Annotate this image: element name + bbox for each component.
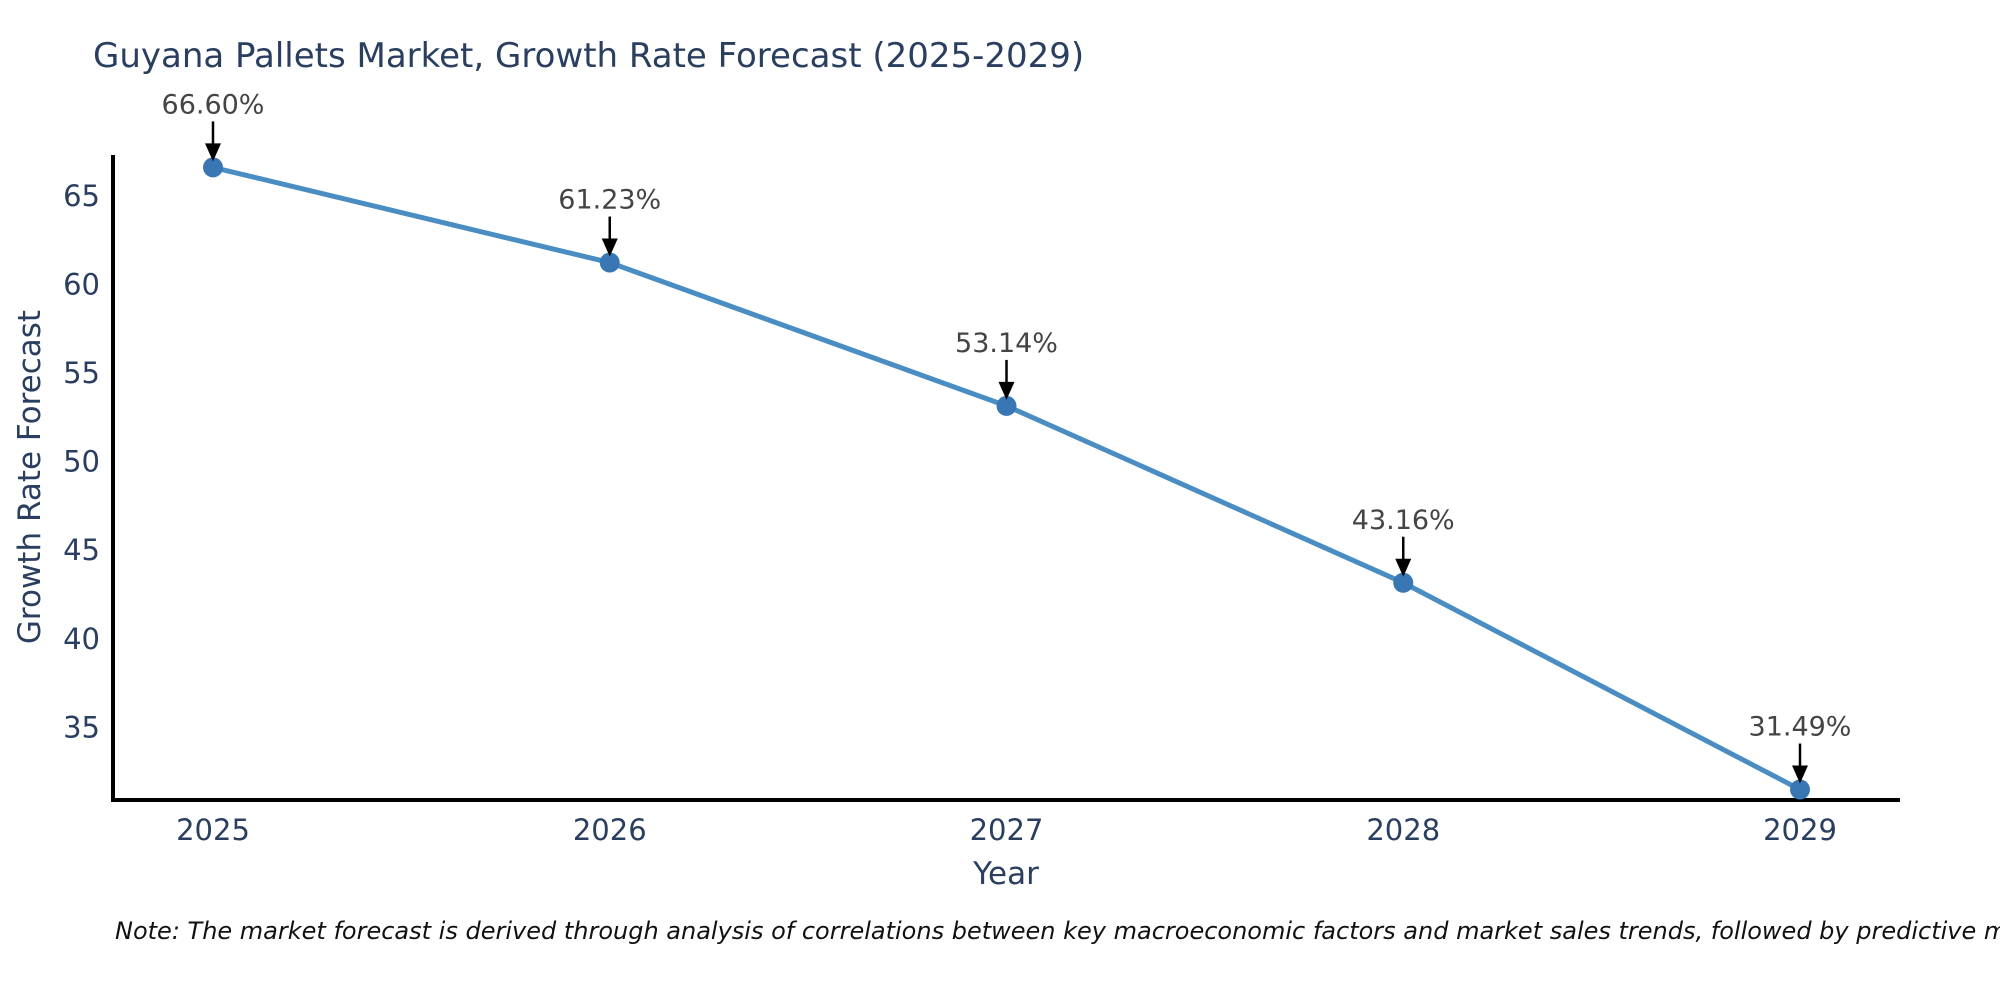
- data-point-label: 66.60%: [162, 89, 265, 120]
- annotation-arrowhead-icon: [998, 381, 1015, 400]
- trend-line: [210, 164, 1803, 793]
- x-tick-label: 2029: [1763, 813, 1837, 847]
- data-point[interactable]: [996, 395, 1017, 416]
- data-point-label: 31.49%: [1749, 712, 1852, 743]
- annotation-arrowhead-icon: [205, 143, 221, 162]
- data-point[interactable]: [1393, 572, 1414, 593]
- footnote: Note: The market forecast is derived thr…: [115, 917, 2000, 945]
- x-tick-label: 2027: [970, 813, 1044, 847]
- chart-title: Guyana Pallets Market, Growth Rate Forec…: [93, 36, 1085, 76]
- data-point[interactable]: [203, 157, 223, 178]
- x-tick-label: 2025: [176, 813, 250, 847]
- data-point[interactable]: [599, 252, 620, 273]
- data-point[interactable]: [1790, 779, 1810, 800]
- annotation-arrowhead-icon: [601, 238, 618, 257]
- data-point-label: 61.23%: [558, 185, 661, 216]
- y-tick-label: 50: [63, 445, 100, 479]
- y-tick-label: 65: [63, 179, 100, 213]
- annotation-arrowhead-icon: [1395, 558, 1412, 577]
- y-tick-label: 40: [63, 622, 100, 656]
- data-point-label: 43.16%: [1352, 505, 1455, 536]
- y-tick-label: 55: [63, 356, 100, 390]
- y-tick-label: 60: [63, 267, 100, 301]
- x-tick-label: 2026: [573, 813, 647, 847]
- x-axis-title: Year: [973, 856, 1039, 892]
- x-tick-label: 2028: [1366, 813, 1440, 847]
- y-tick-label: 45: [63, 533, 100, 567]
- data-point-label: 53.14%: [955, 328, 1058, 359]
- y-tick-label: 35: [63, 710, 100, 744]
- annotation-arrowhead-icon: [1792, 765, 1808, 784]
